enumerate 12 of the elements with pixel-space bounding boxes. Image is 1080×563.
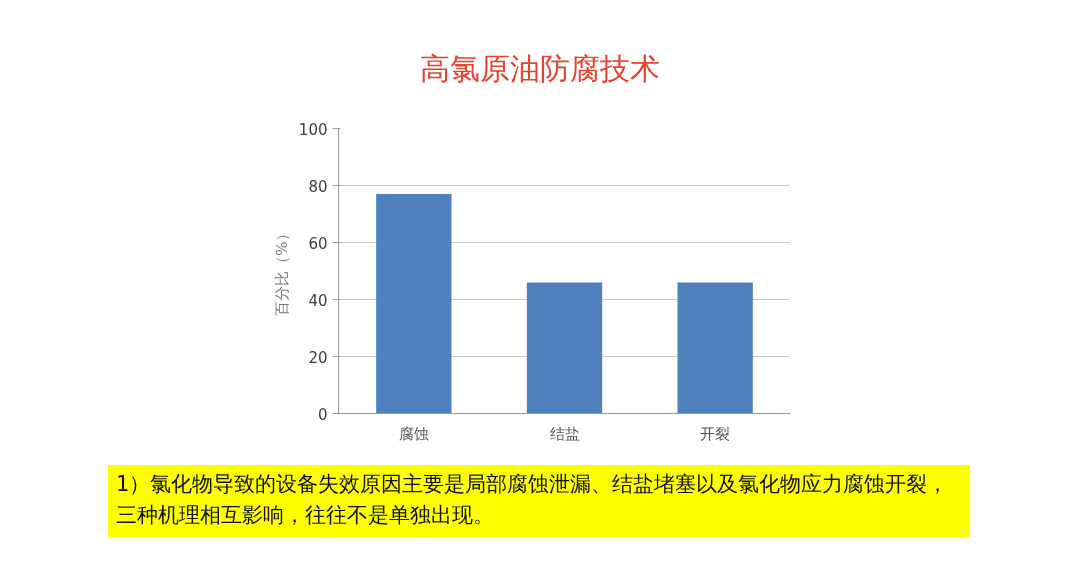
y-tick-label: 100 (298, 120, 328, 139)
y-axis-title: 百分比（%） (272, 226, 291, 316)
y-tick-label: 20 (308, 348, 328, 367)
y-tick-label: 40 (308, 291, 328, 310)
x-tick-label: 腐蚀 (398, 424, 429, 443)
y-tick-label: 0 (317, 405, 328, 424)
y-tick-label: 60 (308, 234, 328, 253)
x-tick-label: 开裂 (700, 424, 731, 443)
x-tick-label: 结盐 (549, 424, 580, 443)
text: 1）氯化物导致的设备失效原因主要是局部腐蚀泄漏、结盐堵塞以及氯化物应力腐蚀开裂，三种机理相互影响，往往不是单独出现。 (116, 471, 950, 529)
chart-title: 高氯原油防腐技术 (420, 50, 660, 88)
y-tick-label: 80 (308, 177, 328, 196)
